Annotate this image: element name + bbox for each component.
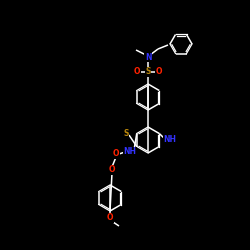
Text: O: O bbox=[107, 214, 113, 222]
Text: S: S bbox=[145, 68, 151, 76]
Text: N: N bbox=[145, 52, 151, 62]
Text: NH: NH bbox=[124, 148, 136, 156]
Text: O: O bbox=[113, 150, 119, 158]
Text: NH: NH bbox=[164, 136, 176, 144]
Text: O: O bbox=[156, 68, 162, 76]
Text: O: O bbox=[109, 166, 115, 174]
Text: O: O bbox=[134, 68, 140, 76]
Text: S: S bbox=[123, 130, 129, 138]
